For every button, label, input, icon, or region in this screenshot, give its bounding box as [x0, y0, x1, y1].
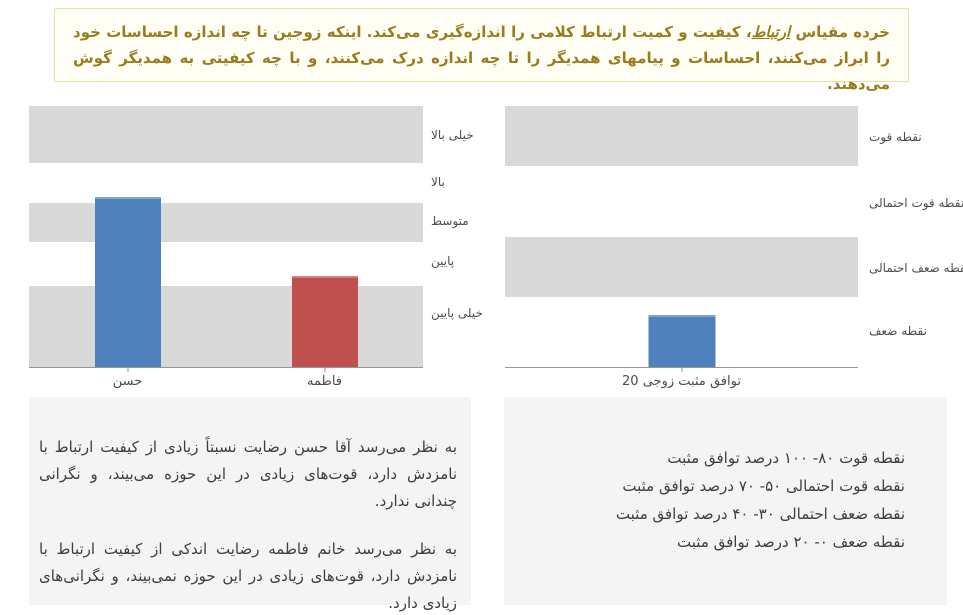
chart-band	[505, 106, 858, 167]
x-axis-tick	[681, 367, 682, 372]
note-emphasis: ارتباط	[751, 23, 791, 41]
chart-plot-area	[505, 106, 858, 372]
chart-band	[505, 297, 858, 367]
y-axis-band-label: نقطه قوت احتمالی	[869, 195, 963, 210]
chart-band	[29, 242, 423, 286]
y-axis-band-label: خیلی بالا	[431, 127, 474, 142]
interpretation-paragraph-husband: به نظر می‌رسد آقا حسن رضایت نسبتاً زیادی…	[39, 438, 457, 510]
note-prefix: خرده مقیاس	[790, 23, 890, 41]
legend-line-probable-strength: نقطه قوت احتمالی ۵۰- ۷۰ درصد توافق مثبت	[622, 477, 905, 495]
x-axis-category-labels: حسن فاطمه	[29, 374, 423, 394]
legend-line-probable-weakness: نقطه ضعف احتمالی ۳۰- ۴۰ درصد توافق مثبت	[615, 505, 905, 523]
scale-description-note: خرده مقیاس ارتباط، کیفیت و کمیت ارتباط ک…	[54, 8, 909, 93]
interpretation-panel: به نظر می‌رسد آقا حسن رضایت نسبتاً زیادی…	[29, 397, 471, 612]
chart-band	[29, 202, 423, 242]
legend-line-weakness: نقطه ضعف ۰- ۲۰ درصد توافق مثبت	[677, 533, 905, 551]
interpretation-paragraph-wife: به نظر می‌رسد خانم فاطمه رضایت اندکی از …	[39, 540, 457, 612]
y-axis-band-label: نقطه ضعف احتمالی	[869, 261, 963, 276]
y-axis-band-label: خیلی پایین	[431, 305, 483, 320]
x-axis-tick	[127, 367, 128, 372]
y-axis-band-label: متوسط	[431, 214, 469, 229]
x-axis-tick	[324, 367, 325, 372]
x-axis-category-label: حسن	[112, 374, 143, 389]
legend-line-strength: نقطه قوت ۸۰- ۱۰۰ درصد توافق مثبت	[667, 449, 905, 467]
x-axis-category-labels: توافق مثبت زوجی 20	[505, 374, 858, 394]
band-legend-panel: نقطه قوت ۸۰- ۱۰۰ درصد توافق مثبت نقطه قو…	[504, 397, 947, 605]
chart-plot-area	[29, 106, 423, 372]
chart-bar	[94, 197, 161, 367]
y-axis-band-labels: خیلی بالا بالا متوسط پایین خیلی پایین	[431, 106, 491, 368]
y-axis-band-label: نقطه ضعف	[869, 324, 927, 339]
x-axis-category-label: فاطمه	[306, 374, 343, 389]
chart-bar	[291, 275, 358, 367]
chart-band	[29, 286, 423, 367]
y-axis-band-label: نقطه قوت	[869, 130, 922, 145]
chart-band	[29, 163, 423, 202]
chart-band	[505, 236, 858, 297]
y-axis-band-labels: نقطه قوت نقطه قوت احتمالی نقطه ضعف احتمالی…	[869, 106, 963, 368]
y-axis-band-label: بالا	[431, 174, 445, 189]
chart-band	[505, 166, 858, 236]
note-suffix: ، کیفیت و کمیت ارتباط کلامی را اندازه‌گی…	[73, 23, 890, 93]
chart-bar	[648, 314, 715, 367]
y-axis-band-label: پایین	[431, 253, 455, 268]
chart-band	[29, 106, 423, 164]
x-axis-category-label: توافق مثبت زوجی 20	[622, 374, 741, 389]
